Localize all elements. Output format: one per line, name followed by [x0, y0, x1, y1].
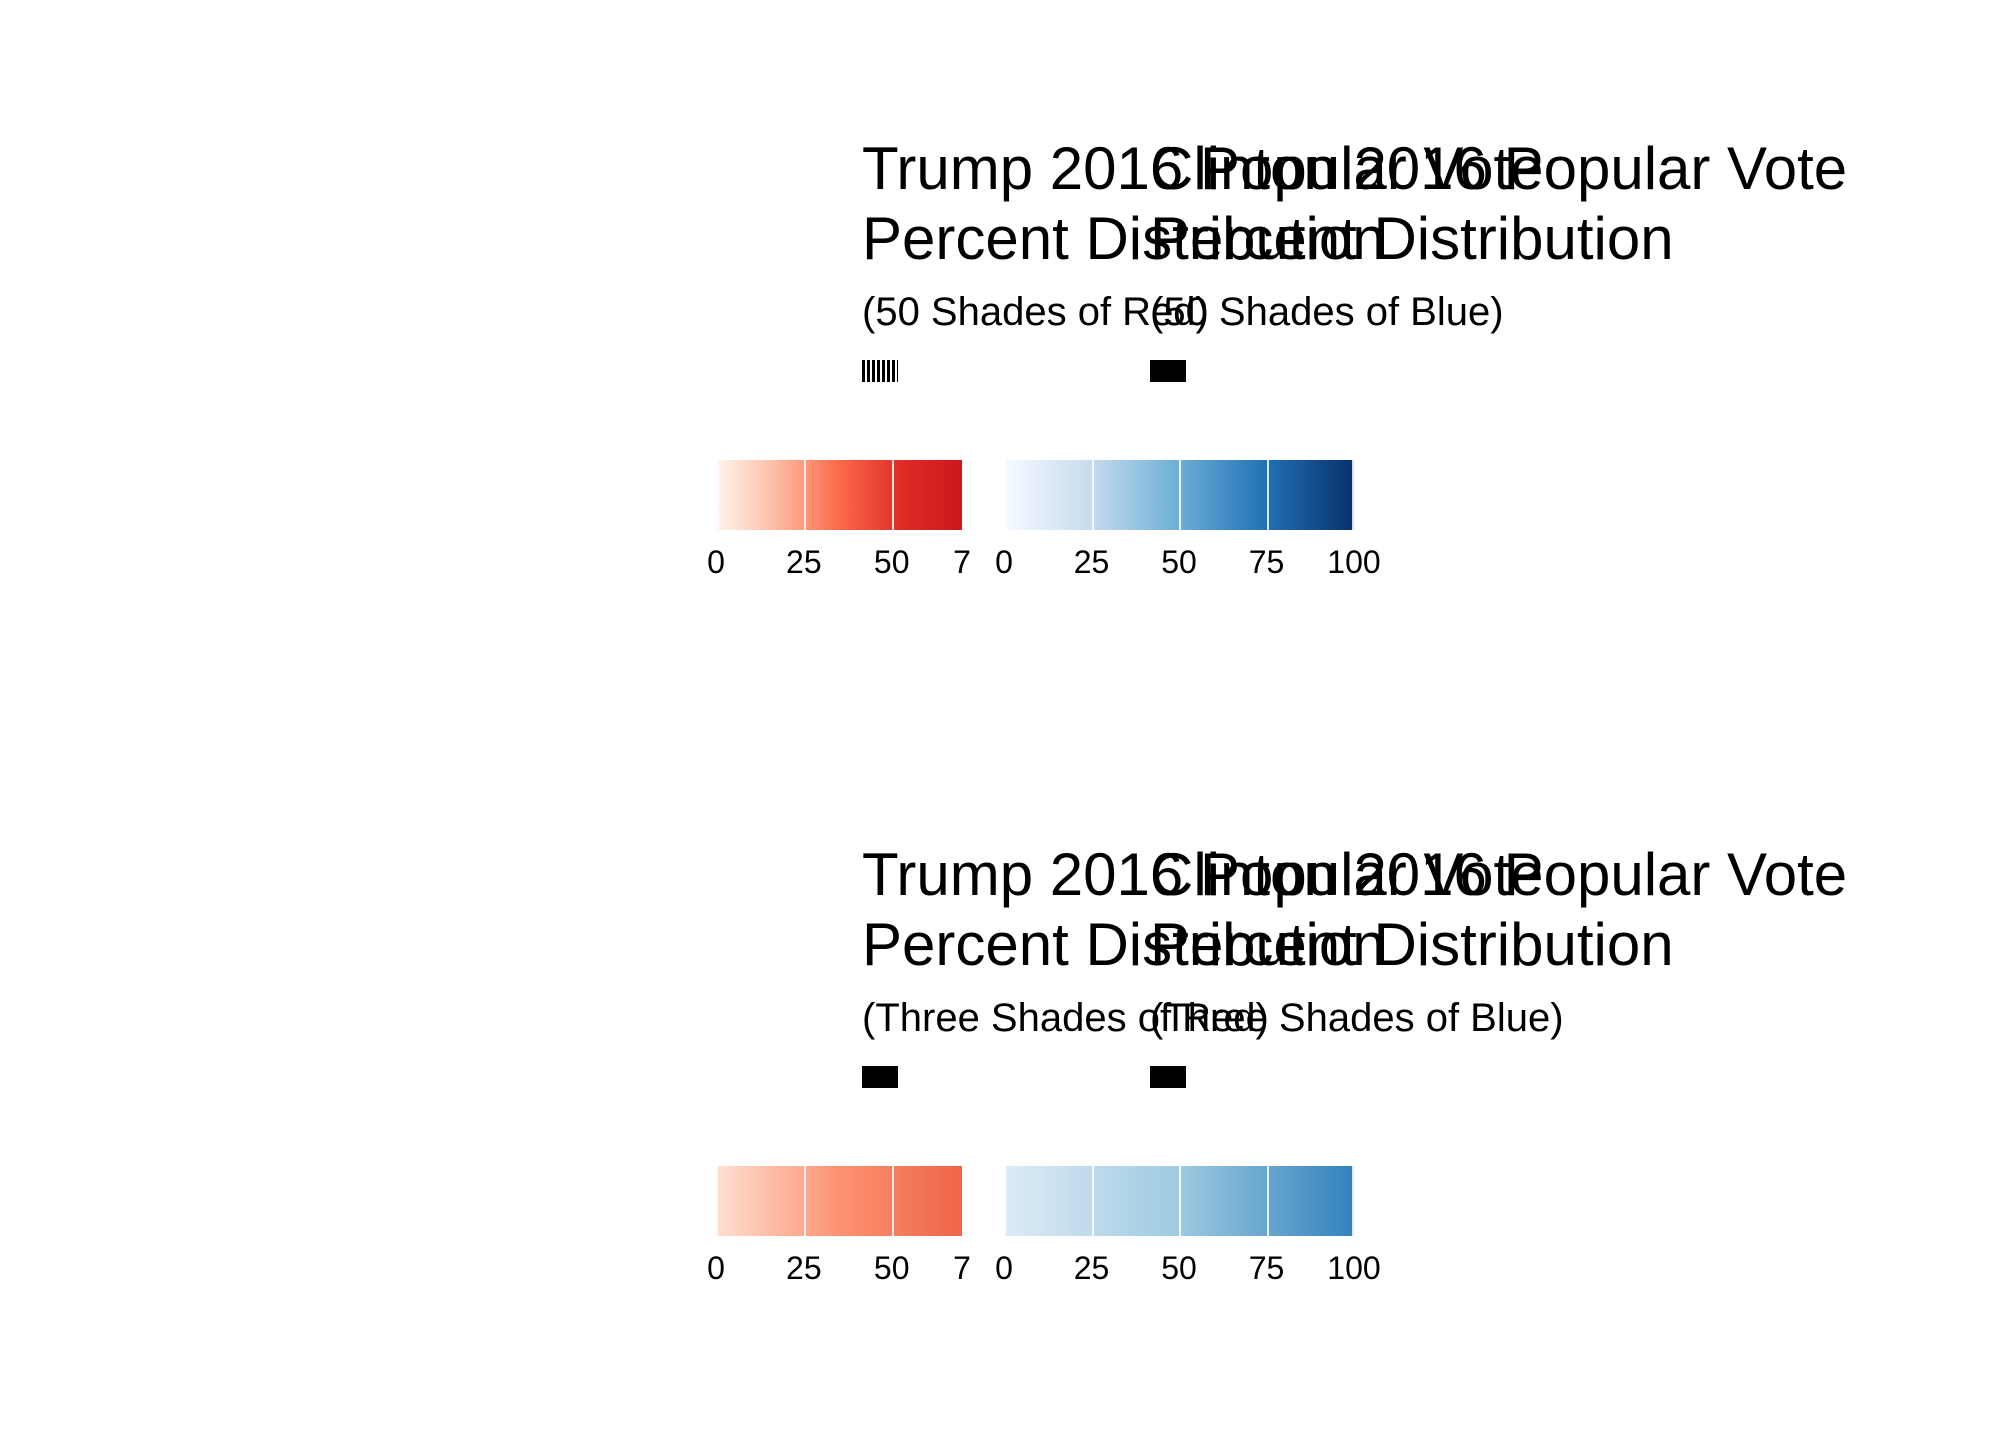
trump-3-legend-tick-label: 50	[873, 1250, 910, 1286]
clinton-3-legend-tick-0	[1004, 1166, 1006, 1236]
clinton-50-legend-tick-0	[1004, 460, 1006, 530]
clinton-3-legend-tick-label: 0	[995, 1250, 1013, 1286]
clinton-50-legend-tick-100	[1352, 460, 1354, 530]
trump-3-title: Trump 2016 Popular Vote Percent Distribu…	[862, 840, 1544, 980]
trump-3-legend-tick-25	[803, 1166, 806, 1236]
clinton-3-legend-tick-label: 50	[1161, 1250, 1197, 1286]
clinton-3-legend-tick-label: 25	[1073, 1250, 1110, 1286]
clinton-50-legend-tick-50	[1179, 460, 1181, 530]
trump-3-legend-tick-label: 7	[953, 1250, 971, 1286]
clinton-3-title: Clinton 2016 Popular Vote Percent Distri…	[1150, 840, 1847, 980]
clinton-50-color-legend	[1004, 460, 1354, 530]
clinton-3-legend-tick-25	[1091, 1166, 1094, 1236]
clinton-50-legend-tick-label: 25	[1073, 544, 1110, 580]
clinton-3-legend-tick-100	[1352, 1166, 1354, 1236]
trump-50-map-mark	[862, 360, 898, 382]
trump-50-legend-tick-0	[716, 460, 718, 530]
trump-50-legend-tick-label: 0	[707, 544, 725, 580]
clinton-50-legend-tick-75	[1266, 460, 1269, 530]
clinton-3-color-legend	[1004, 1166, 1354, 1236]
clinton-50-legend-tick-25	[1091, 460, 1094, 530]
clinton-50-title-line-2: Percent Distribution	[1150, 205, 1674, 272]
clinton-50-legend-tick-label: 75	[1248, 544, 1285, 580]
clinton-3-legend-tick-label: 75	[1248, 1250, 1285, 1286]
trump-3-legend-tick-label: 25	[786, 1250, 822, 1286]
clinton-3-legend-tick-50	[1179, 1166, 1181, 1236]
trump-50-title: Trump 2016 Popular Vote Percent Distribu…	[862, 134, 1544, 274]
clinton-3-title-line-2: Percent Distribution	[1150, 911, 1674, 978]
clinton-3-legend-tick-75	[1266, 1166, 1269, 1236]
trump-50-legend-tick-label: 25	[786, 544, 822, 580]
trump-50-title-line-1: Trump 2016 Popular Vote	[862, 135, 1544, 202]
clinton-50-title-line-1: Clinton 2016 Popular Vote	[1150, 135, 1848, 202]
trump-3-title-line-2: Percent Distribution	[862, 911, 1386, 978]
trump-50-title-line-2: Percent Distribution	[862, 205, 1386, 272]
trump-50-legend-tick-50	[891, 460, 894, 530]
trump-3-legend-tick-50	[891, 1166, 894, 1236]
trump-3-subtitle: (Three Shades of Red)	[862, 996, 1269, 1040]
clinton-50-title: Clinton 2016 Popular Vote Percent Distri…	[1150, 134, 1847, 274]
trump-50-color-legend	[716, 460, 962, 530]
clinton-50-map-mark	[1150, 360, 1186, 382]
clinton-50-legend-tick-label: 50	[1161, 544, 1197, 580]
trump-3-legend-tick-label: 0	[707, 1250, 725, 1286]
clinton-3-map-mark	[1150, 1066, 1186, 1088]
trump-50-subtitle: (50 Shades of Red)	[862, 290, 1209, 334]
clinton-50-legend-tick-label: 0	[995, 544, 1013, 580]
clinton-50-legend-tick-label: 100	[1327, 544, 1381, 580]
trump-3-title-line-1: Trump 2016 Popular Vote	[862, 841, 1544, 908]
clinton-50-subtitle: (50 Shades of Blue)	[1150, 290, 1504, 334]
trump-3-legend-tick-0	[716, 1166, 718, 1236]
clinton-3-subtitle: (Three Shades of Blue)	[1150, 996, 1564, 1040]
trump-3-map-mark	[862, 1066, 898, 1088]
trump-50-legend-tick-label: 7	[953, 544, 971, 580]
trump-50-legend-tick-label: 50	[873, 544, 910, 580]
trump-50-legend-tick-25	[803, 460, 806, 530]
trump-3-color-legend	[716, 1166, 962, 1236]
clinton-3-title-line-1: Clinton 2016 Popular Vote	[1150, 841, 1848, 908]
clinton-3-legend-tick-label: 100	[1327, 1250, 1381, 1286]
